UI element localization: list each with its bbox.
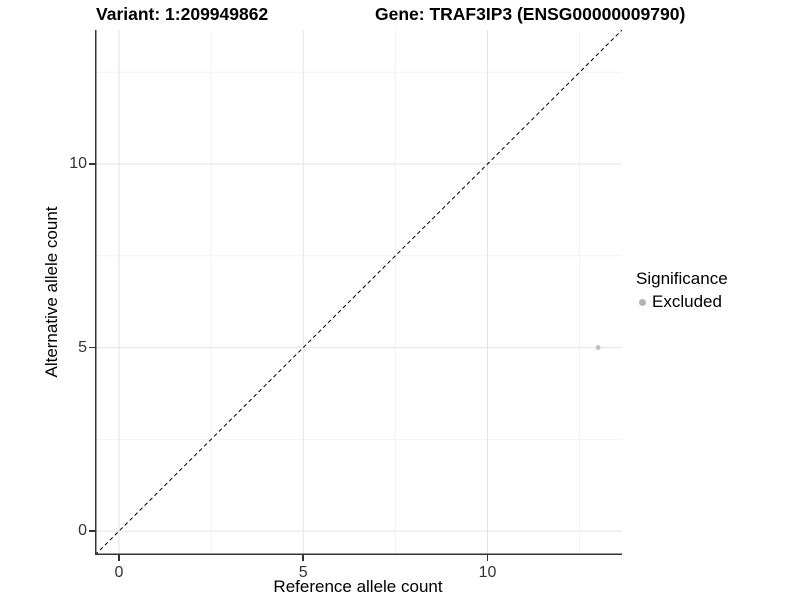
y-axis-tick <box>89 163 95 165</box>
y-axis-tick-label: 10 <box>69 155 87 172</box>
y-axis-tick-label: 5 <box>78 338 87 356</box>
identity-reference-line <box>95 30 622 555</box>
x-axis-tick-label: 0 <box>114 564 124 581</box>
x-axis-tick <box>486 555 489 561</box>
legend-title: Significance <box>636 269 728 288</box>
y-axis-tick <box>89 346 95 349</box>
legend: Significance Excluded <box>636 269 728 312</box>
x-axis-tick <box>302 555 304 561</box>
legend-item-excluded: Excluded <box>636 292 728 312</box>
x-axis-tick-label: 5 <box>298 564 308 581</box>
x-axis-tick-label: 10 <box>478 564 497 581</box>
variant-title: Variant: 1:209949862 <box>96 4 269 24</box>
y-axis-tick-label: 0 <box>78 522 87 540</box>
y-axis-tick <box>89 530 95 532</box>
plot-panel <box>95 30 622 555</box>
x-axis-label: Reference allele count <box>273 577 443 596</box>
legend-item-label: Excluded <box>652 292 722 311</box>
data-point-excluded <box>595 345 601 350</box>
gene-title: Gene: TRAF3IP3 (ENSG00000009790) <box>375 4 686 24</box>
excluded-point-marker-icon <box>639 298 646 306</box>
x-axis-tick <box>118 555 120 561</box>
